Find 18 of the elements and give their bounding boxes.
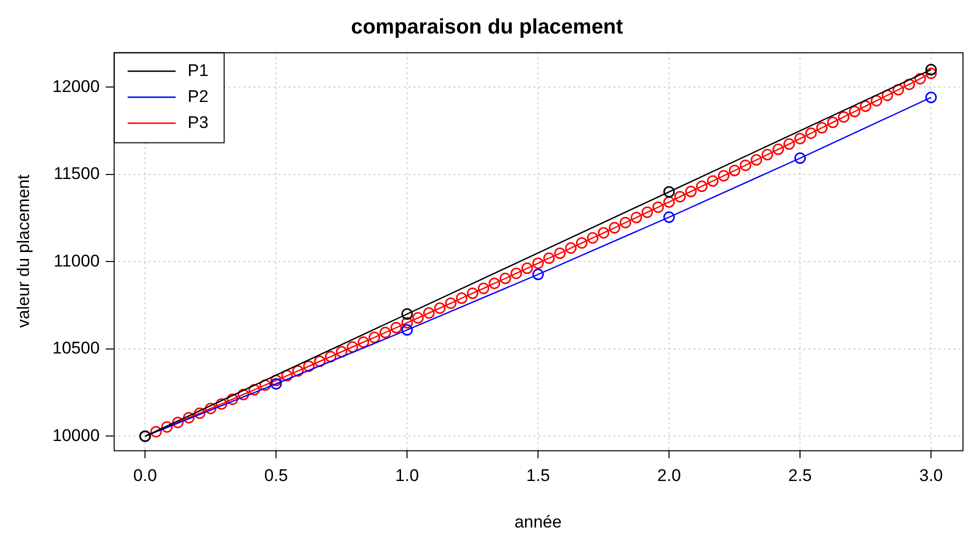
- y-tick-label: 11000: [54, 251, 100, 270]
- y-tick-label: 10500: [52, 338, 100, 358]
- x-axis-title: année: [514, 512, 562, 532]
- x-tick-label: 3.0: [919, 466, 943, 486]
- y-tick-label: 11500: [54, 164, 100, 184]
- legend-label: P3: [188, 112, 208, 132]
- x-tick-label: 2.5: [788, 466, 812, 486]
- x-tick-label: 1.5: [526, 466, 550, 486]
- chart-title: comparaison du placement: [351, 15, 623, 38]
- x-tick-label: 0.5: [264, 466, 288, 486]
- x-tick-label: 0.0: [133, 466, 157, 486]
- legend-label: P2: [188, 86, 208, 106]
- y-axis-title: valeur du placement: [14, 174, 33, 328]
- x-tick-label: 2.0: [657, 466, 681, 486]
- legend-label: P1: [188, 60, 208, 80]
- y-tick-label: 12000: [52, 76, 100, 96]
- y-tick-label: 10000: [52, 426, 100, 445]
- x-tick-label: 1.0: [395, 466, 419, 486]
